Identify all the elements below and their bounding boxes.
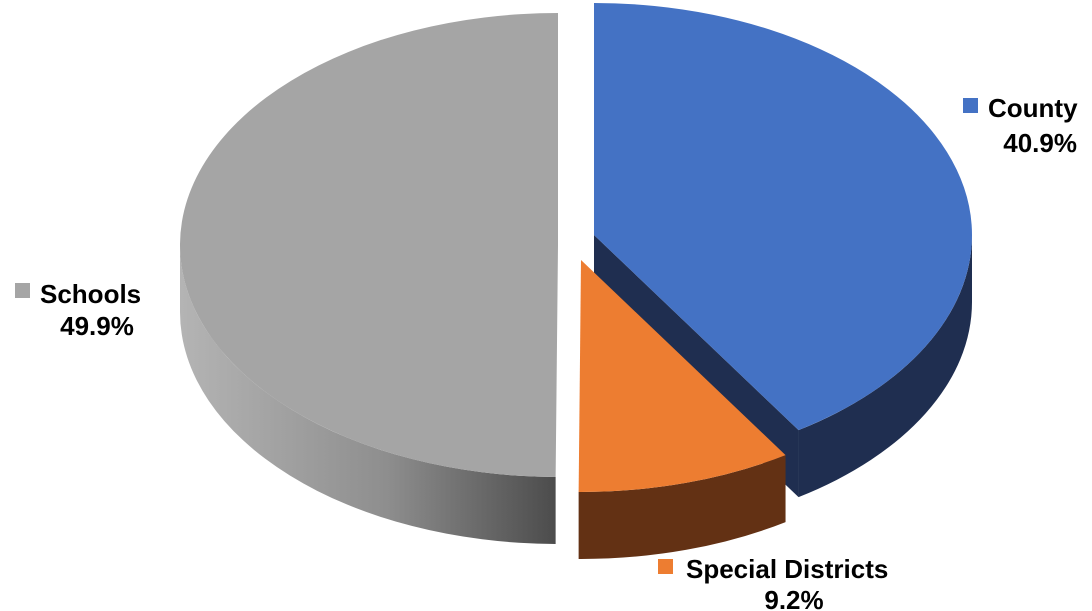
pie-tops <box>179 3 972 492</box>
slice-schools-side <box>180 245 556 544</box>
slice-county-side <box>798 235 972 498</box>
legend-swatch-special-districts <box>658 559 673 574</box>
slice-special-districts-side <box>578 455 786 559</box>
slice-label-county: County <box>988 93 1078 123</box>
slice-schools <box>179 12 558 477</box>
slice-county <box>594 3 972 431</box>
slice-label-special-districts: Special Districts <box>686 554 888 584</box>
slice-percent-schools: 49.9% <box>60 311 134 341</box>
slice-special-districts <box>578 260 786 492</box>
slice-percent-special-districts: 9.2% <box>764 585 823 611</box>
legend-swatch-county <box>963 98 978 113</box>
slice-label-schools: Schools <box>40 279 141 309</box>
legend-swatch-schools <box>15 283 30 298</box>
slice-percent-county: 40.9% <box>1003 128 1077 158</box>
